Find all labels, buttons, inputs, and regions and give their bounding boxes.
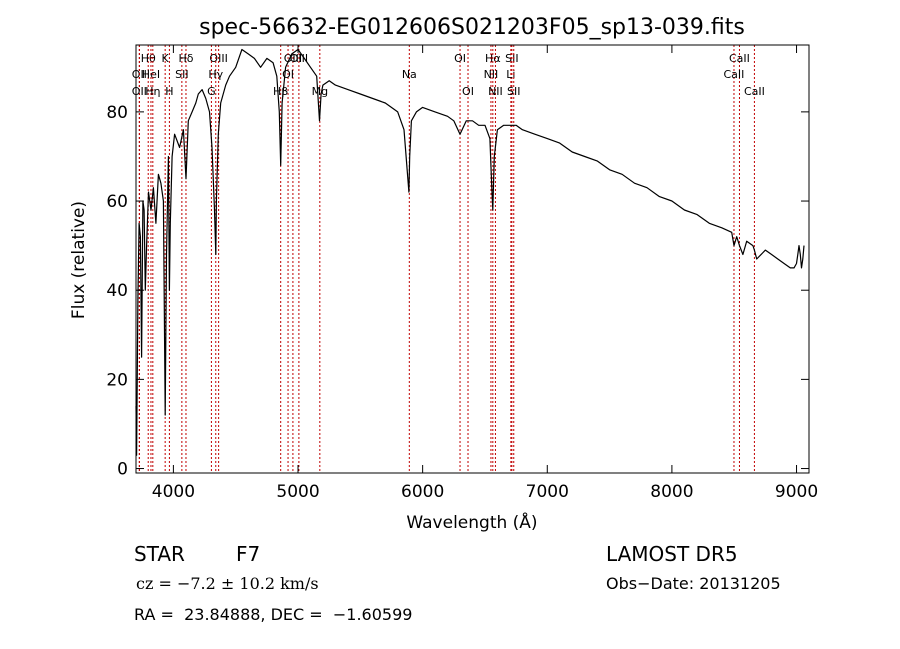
line-label-4: Hη <box>145 85 160 98</box>
redshift-velocity: cz = −7.2 ± 10.2 km/s <box>136 574 319 593</box>
line-label-19: OI <box>462 85 474 98</box>
line-label-10: Hγ <box>208 68 223 81</box>
x-tick-label-0: 4000 <box>152 482 195 502</box>
line-label-25: SII <box>507 85 520 98</box>
line-label-28: CaII <box>744 85 765 98</box>
x-tick-label-4: 8000 <box>650 482 693 502</box>
line-label-3: HeI <box>142 68 160 81</box>
coordinates: RA = 23.84888, DEC = −1.60599 <box>134 605 413 624</box>
y-tick-label-3: 60 <box>106 192 128 212</box>
line-label-24: NII <box>488 85 503 98</box>
line-label-18: OI <box>454 52 466 65</box>
line-label-8: Hδ <box>178 52 193 65</box>
line-label-6: SII <box>175 68 188 81</box>
line-label-27: CaII <box>724 68 745 81</box>
y-tick-label-1: 20 <box>106 370 128 390</box>
x-axis-label: Wavelength (Å) <box>406 511 537 533</box>
line-label-11: G <box>207 85 216 98</box>
line-label-20: Hα <box>485 52 501 65</box>
y-tick-label-0: 0 <box>117 460 128 480</box>
x-tick-label-1: 5000 <box>276 482 319 502</box>
survey-name: LAMOST DR5 <box>606 542 738 566</box>
y-axis-label: Flux (relative) <box>69 201 89 319</box>
y-tick-label-2: 40 <box>106 281 128 301</box>
spectrum-line <box>135 48 805 456</box>
line-label-22: NII <box>484 68 499 81</box>
line-label-0: Hθ <box>141 52 156 65</box>
line-label-7: H <box>165 85 173 98</box>
chart-title: spec-56632-EG012606S021203F05_sp13-039.f… <box>199 15 745 40</box>
line-label-9: OIII <box>209 52 227 65</box>
line-label-21: SII <box>505 52 518 65</box>
spectrum-series <box>135 48 805 456</box>
line-label-15: OI <box>282 68 294 81</box>
plot-frame <box>135 44 810 474</box>
line-label-26: CaII <box>729 52 750 65</box>
line-label-12: Hβ <box>273 85 288 98</box>
line-label-23: Li <box>506 68 515 81</box>
x-tick-label-5: 9000 <box>775 482 818 502</box>
line-label-14: OIII <box>290 52 308 65</box>
line-label-5: K <box>162 52 170 65</box>
x-tick-label-3: 7000 <box>526 482 569 502</box>
line-label-17: Na <box>402 68 417 81</box>
axes: 4000 5000 6000 7000 8000 9000 0 20 40 60 80 <box>106 45 818 502</box>
subclass: F7 <box>236 542 261 566</box>
object-class: STAR <box>134 542 185 566</box>
observation-date: Obs−Date: 20131205 <box>606 574 781 593</box>
x-tick-label-2: 6000 <box>401 482 444 502</box>
line-label-16: Mg <box>312 85 328 98</box>
y-tick-label-4: 80 <box>106 103 128 123</box>
